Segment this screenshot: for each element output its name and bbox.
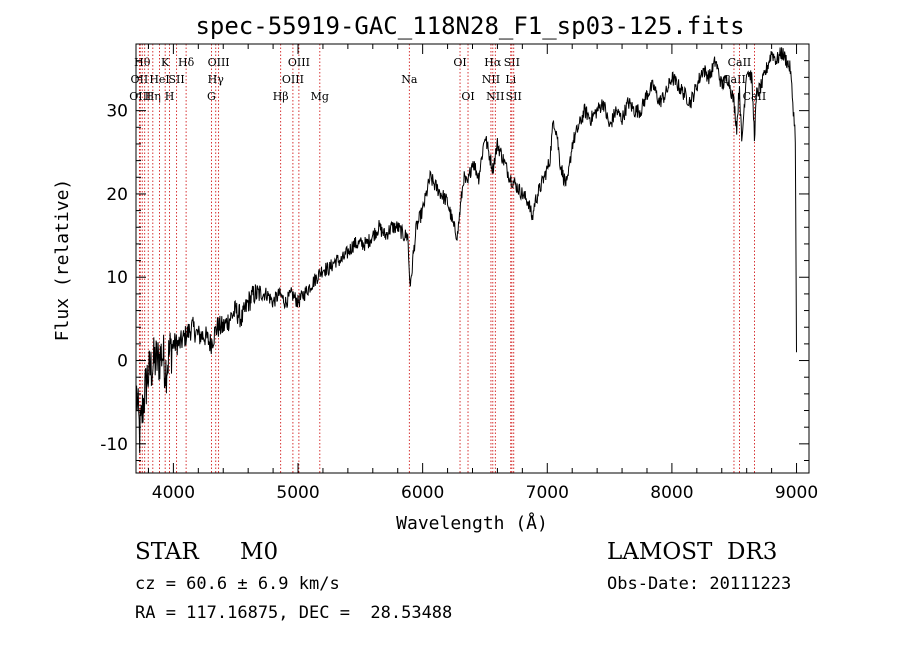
line-marker-label: OI [453,56,466,69]
line-marker-label: OIII [208,56,230,69]
line-marker-label: Mg [311,90,329,103]
obs-date: Obs-Date: 20111223 [607,574,792,594]
y-tick-label: 0 [117,352,128,372]
object-class: STAR [135,539,199,565]
line-marker-label: Hα [484,56,502,69]
y-tick-label: 20 [106,185,128,205]
line-marker-label: Hγ [208,73,225,86]
y-axis-label: Flux (relative) [52,179,73,342]
line-marker-label: Hη [145,90,161,103]
line-marker-label: K [161,56,170,69]
x-tick-label: 9000 [775,483,818,503]
x-tick-label: 5000 [276,483,319,503]
y-axis: -10 0 10 20 30 [100,60,809,462]
line-marker-label: OIII [288,56,310,69]
line-marker-label: OIII [129,90,151,103]
line-marker-label: Hδ [178,56,195,69]
line-marker-label: OIII [282,73,304,86]
y-tick-label: -10 [100,435,128,455]
y-tick-label: 30 [106,102,128,122]
x-tick-label: 8000 [650,483,693,503]
line-marker-label: G [207,90,216,103]
y-tick-label: 10 [106,268,128,288]
line-marker-label: Li [505,73,516,86]
x-axis: 4000 5000 6000 7000 8000 9000 [147,44,818,503]
line-marker-label: NII [486,90,504,103]
emission-line-markers: HθOIIOIIIHηHeIKHSIIHδGHγOIIIHβOIIIOIIIMg… [129,44,766,473]
line-marker-label: SII [506,90,522,103]
spectrum-series [136,47,797,454]
line-marker-label: CaII [722,73,746,86]
redshift-value: cz = 60.6 ± 6.9 km/s [135,574,340,594]
line-marker-label: CaII [728,56,752,69]
line-marker-label: Hβ [273,90,289,103]
x-tick-label: 4000 [152,483,195,503]
coordinates: RA = 117.16875, DEC = 28.53488 [135,603,453,623]
x-tick-label: 7000 [526,483,569,503]
line-marker-label: SII [504,56,520,69]
spectrum-line [136,47,797,454]
line-marker-label: CaII [743,90,767,103]
line-marker-label: H [165,90,175,103]
line-marker-label: OII [131,73,149,86]
line-marker-label: SII [169,73,185,86]
line-marker-label: Na [401,73,418,86]
line-marker-label: NII [482,73,500,86]
survey-name: LAMOST DR3 [607,539,778,565]
plot-frame [135,43,810,474]
line-marker-label: HeI [149,73,169,86]
x-tick-label: 6000 [401,483,444,503]
x-axis-label: Wavelength (Å) [396,512,548,534]
line-marker-label: OI [461,90,474,103]
subclass: M0 [240,539,279,565]
chart-title: spec-55919-GAC_118N28_F1_sp03-125.fits [195,12,744,40]
line-marker-label: Hθ [134,56,151,69]
